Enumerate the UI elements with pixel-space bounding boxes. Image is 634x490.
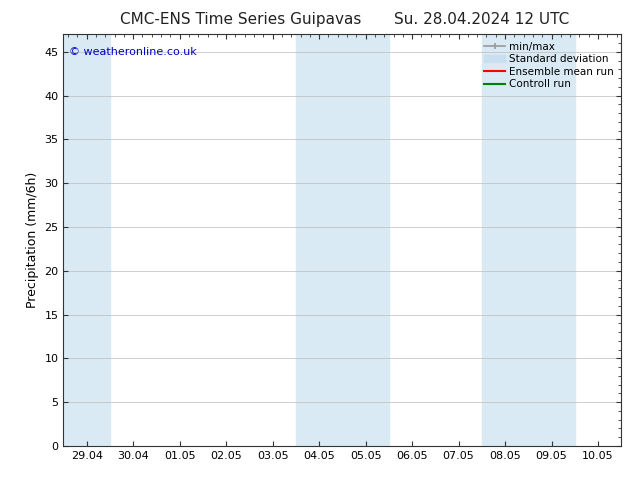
Bar [296, 34, 389, 446]
Text: © weatheronline.co.uk: © weatheronline.co.uk [69, 47, 197, 57]
Text: CMC-ENS Time Series Guipavas: CMC-ENS Time Series Guipavas [120, 12, 361, 27]
Bar [63, 34, 110, 446]
Bar [482, 34, 575, 446]
Y-axis label: Precipitation (mm/6h): Precipitation (mm/6h) [26, 172, 39, 308]
Legend: min/max, Standard deviation, Ensemble mean run, Controll run: min/max, Standard deviation, Ensemble me… [482, 40, 616, 92]
Text: Su. 28.04.2024 12 UTC: Su. 28.04.2024 12 UTC [394, 12, 569, 27]
